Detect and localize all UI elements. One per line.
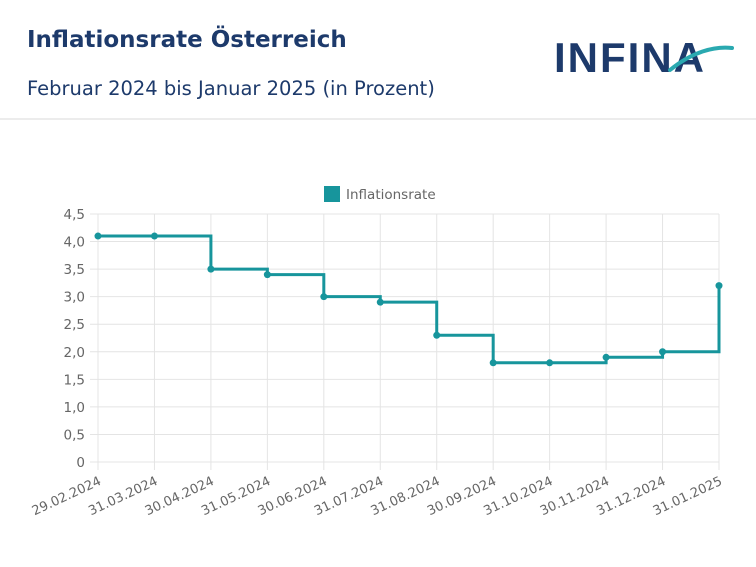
page-title: Inflationsrate Österreich bbox=[27, 27, 347, 53]
legend-label: Inflationsrate bbox=[346, 187, 436, 203]
data-point bbox=[376, 298, 384, 306]
infina-logo: INFINA bbox=[554, 34, 734, 80]
y-tick-label: 4,0 bbox=[64, 235, 85, 251]
data-point bbox=[263, 271, 271, 279]
chart-grid bbox=[90, 213, 720, 470]
y-tick-label: 2,5 bbox=[64, 317, 85, 333]
page-subtitle: Februar 2024 bis Januar 2025 (in Prozent… bbox=[27, 77, 435, 100]
inflation-chart: Inflationsrate 0 0,5 1,0 1,5 2,0 2,5 3,0 3,5 4,0… bbox=[30, 186, 725, 519]
y-tick-label: 4,5 bbox=[64, 207, 85, 223]
legend-swatch bbox=[324, 186, 340, 202]
y-tick-label: 3,0 bbox=[64, 290, 85, 306]
data-point bbox=[659, 348, 667, 356]
data-point bbox=[715, 282, 723, 290]
y-tick-label: 0,5 bbox=[64, 427, 85, 443]
series-line-inflationsrate bbox=[98, 234, 721, 365]
data-point bbox=[602, 353, 610, 361]
chart-legend: Inflationsrate bbox=[324, 186, 436, 203]
y-tick-label: 1,5 bbox=[64, 372, 85, 388]
data-point bbox=[150, 232, 158, 240]
data-points bbox=[94, 232, 723, 367]
data-point bbox=[94, 232, 102, 240]
y-tick-label: 0 bbox=[76, 455, 85, 471]
data-point bbox=[433, 331, 441, 339]
y-axis-ticks: 0 0,5 1,0 1,5 2,0 2,5 3,0 3,5 4,0 4,5 bbox=[64, 207, 85, 471]
data-point bbox=[207, 265, 215, 273]
x-axis-ticks: 29.02.202431.03.202430.04.202431.05.2024… bbox=[30, 474, 725, 519]
y-tick-label: 1,0 bbox=[64, 400, 85, 416]
y-tick-label: 2,0 bbox=[64, 345, 85, 361]
data-point bbox=[546, 359, 554, 367]
data-point bbox=[320, 293, 328, 301]
logo-text: INFINA bbox=[554, 34, 706, 80]
header: Inflationsrate Österreich Februar 2024 b… bbox=[0, 0, 756, 120]
y-tick-label: 3,5 bbox=[64, 262, 85, 278]
data-point bbox=[489, 359, 497, 367]
logo-swoosh bbox=[668, 45, 734, 72]
